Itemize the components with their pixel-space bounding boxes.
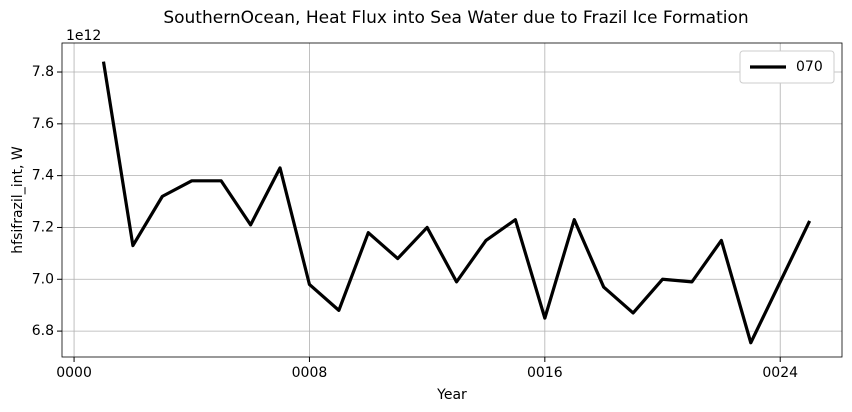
y-offset-label: 1e12 xyxy=(66,28,101,44)
legend-box xyxy=(739,50,835,84)
x-tick-label: 0016 xyxy=(527,365,563,381)
y-tick-label: 7.4 xyxy=(32,168,54,184)
y-tick-label: 7.2 xyxy=(32,219,54,235)
chart-title: SouthernOcean, Heat Flux into Sea Water … xyxy=(163,8,748,28)
y-axis-label: hfsifrazil_int, W xyxy=(10,146,26,254)
x-tick-label: 0008 xyxy=(292,365,328,381)
x-tick-label: 0000 xyxy=(56,365,92,381)
plot-frame xyxy=(61,42,843,358)
x-tick-label: 0024 xyxy=(762,365,798,381)
y-tick-label: 7.6 xyxy=(32,116,54,132)
y-tick-label: 7.8 xyxy=(32,64,54,80)
y-tick-label: 7.0 xyxy=(32,271,54,287)
series-line xyxy=(101,61,812,345)
y-tick-label: 6.8 xyxy=(32,323,54,339)
legend-label: 070 xyxy=(796,59,823,75)
x-axis-label: Year xyxy=(436,387,467,403)
